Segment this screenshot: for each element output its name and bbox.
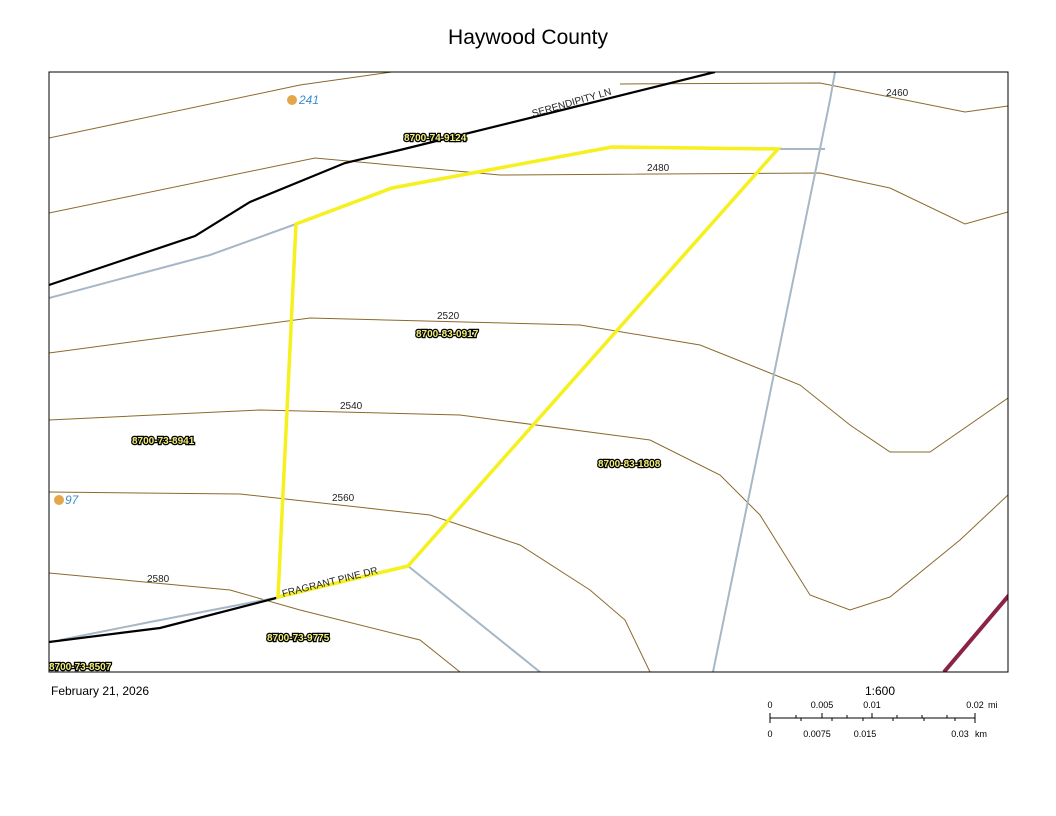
road [49, 72, 716, 287]
contour-line [49, 317, 1008, 453]
address-point [54, 495, 64, 505]
contour-line [49, 572, 461, 672]
parcel-label: 8700-83-0917 [416, 329, 479, 340]
parcel-label: 8700-73-9775 [267, 633, 330, 644]
scale-label: 0 [767, 729, 772, 739]
contour-line [49, 409, 1008, 611]
contour-line [619, 82, 1008, 113]
contour-label: 2540 [340, 401, 363, 412]
address-point [287, 95, 297, 105]
contour-label: 2460 [886, 88, 909, 99]
contour-line [49, 491, 651, 672]
road-label: SERENDIPITY LN [531, 87, 613, 120]
map-area: 2460 2480 2520 2540 2560 2580 SERENDIPIT… [49, 72, 1008, 673]
parcel-label: 8700-73-8941 [132, 436, 195, 447]
contour-label: 2480 [647, 163, 670, 174]
map-frame [48, 71, 1009, 673]
stream [49, 223, 297, 299]
scale-ratio: 1:600 [865, 684, 895, 698]
address-label: 97 [65, 493, 80, 507]
parcel-label: 8700-83-1808 [598, 459, 661, 470]
stream [407, 565, 541, 672]
scale-label: 0.0075 [803, 729, 831, 739]
scale-label: 0 [767, 700, 772, 710]
scale-label: 0.005 [811, 700, 834, 710]
contour-line [49, 157, 1008, 225]
scale-label: 0.015 [854, 729, 877, 739]
parcel-label: 8700-73-8507 [49, 662, 112, 673]
scale-bar: 0 0.005 0.01 0.02 mi 0 0.0075 0.015 0.03… [767, 700, 997, 739]
print-date: February 21, 2026 [51, 684, 149, 698]
scale-unit: km [975, 729, 987, 739]
selected-parcel [276, 145, 782, 600]
scale-label: 0.01 [863, 700, 881, 710]
address-label: 241 [298, 93, 319, 107]
parcel-label: 8700-74-9124 [404, 133, 467, 144]
contour-label: 2580 [147, 574, 170, 585]
scale-label: 0.02 [966, 700, 984, 710]
scale-ticks [769, 713, 976, 723]
stream [712, 72, 836, 672]
contour-label: 2520 [437, 311, 460, 322]
scale-label: 0.03 [951, 729, 969, 739]
scale-unit: mi [988, 700, 998, 710]
road-label: FRAGRANT PINE DR [281, 565, 379, 599]
map-title: Haywood County [448, 26, 608, 49]
contour-label: 2560 [332, 493, 355, 504]
stream [59, 596, 281, 641]
boundary-line [942, 593, 1008, 672]
contour-line [49, 72, 396, 139]
